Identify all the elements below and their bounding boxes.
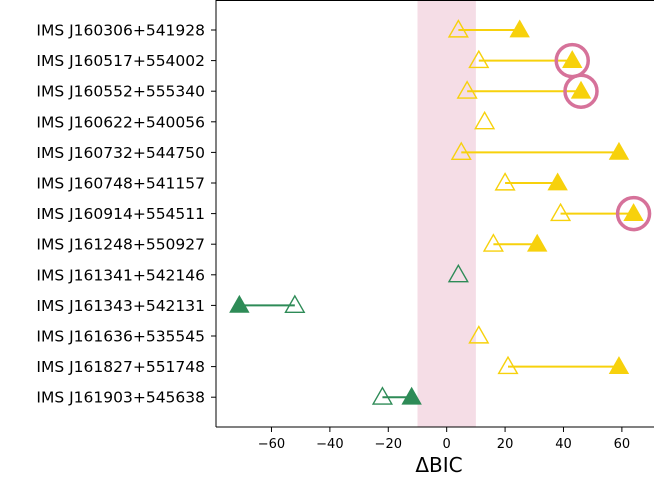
filled-marker	[401, 386, 422, 405]
shaded-band	[417, 0, 476, 427]
y-tick-label: IMS J160517+554002	[36, 52, 205, 70]
open-marker	[450, 141, 472, 160]
x-tick-label: 0	[443, 437, 451, 452]
y-tick-label: IMS J160914+554511	[36, 205, 205, 223]
filled-marker	[562, 50, 583, 68]
highlight-circle	[615, 195, 652, 232]
y-tick-label: IMS J161343+542131	[36, 297, 205, 315]
x-tick-label: −60	[258, 437, 285, 452]
y-tick-label: IMS J161636+535545	[36, 328, 205, 346]
y-tick-label: IMS J161248+550927	[36, 236, 205, 254]
x-tick-label: 40	[555, 437, 572, 452]
filled-marker	[623, 203, 644, 221]
open-marker	[284, 294, 306, 313]
filled-marker	[229, 294, 250, 313]
filled-marker	[570, 80, 592, 99]
x-tick-label: 20	[497, 437, 514, 452]
open-marker	[482, 233, 504, 252]
filled-marker	[608, 356, 630, 374]
open-marker	[468, 325, 490, 344]
open-marker	[447, 263, 469, 283]
filled-marker	[547, 172, 568, 191]
open-marker	[497, 355, 519, 375]
y-tick-label: IMS J160732+544750	[36, 144, 205, 162]
x-tick-label: −20	[375, 437, 402, 452]
y-tick-label: IMS J161341+542146	[36, 266, 205, 284]
open-marker	[468, 49, 490, 69]
filled-marker	[608, 141, 630, 160]
highlight-circle	[563, 73, 599, 109]
filled-marker	[526, 233, 548, 252]
y-tick-label: IMS J160622+540056	[36, 113, 205, 131]
open-marker	[494, 172, 516, 191]
x-tick-label: 60	[614, 437, 631, 452]
open-marker	[456, 80, 478, 99]
y-tick-label: IMS J160552+555340	[36, 83, 205, 101]
filled-marker	[509, 19, 530, 38]
y-tick-label: IMS J161903+545638	[36, 389, 205, 407]
plot-area: −60 −40 −20 0 20 40 60 IMS J160306+541928 IMS J1…	[36, 0, 654, 452]
y-tick-label: IMS J161827+551748	[36, 358, 205, 376]
x-tick-label: −40	[316, 437, 343, 452]
open-marker	[371, 386, 393, 405]
open-marker	[447, 19, 469, 38]
x-axis-label: ΔBIC	[415, 453, 462, 477]
open-marker	[550, 202, 572, 222]
y-tick-label: IMS J160748+541157	[36, 175, 205, 193]
open-marker	[474, 110, 496, 130]
y-tick-label: IMS J160306+541928	[36, 22, 205, 40]
